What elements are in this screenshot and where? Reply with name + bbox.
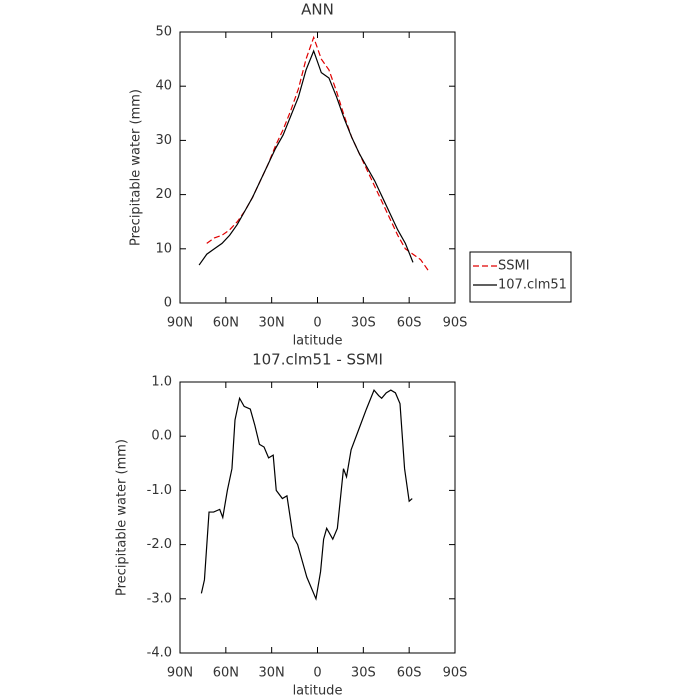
chart-title: 107.clm51 - SSMI	[252, 351, 383, 369]
x-axis-label: latitude	[293, 334, 343, 349]
legend-label: 107.clm51	[498, 278, 567, 293]
y-tick-label: 20	[155, 187, 172, 202]
x-tick-label: 60N	[213, 316, 239, 331]
x-tick-label: 90N	[167, 316, 193, 331]
y-tick-label: -4.0	[147, 646, 172, 661]
y-tick-label: 50	[155, 25, 172, 40]
x-tick-label: 90S	[443, 316, 468, 331]
y-tick-label: 40	[155, 79, 172, 94]
legend-box	[469, 251, 572, 303]
legend-label: SSMI	[498, 259, 530, 274]
x-tick-label: 30N	[259, 316, 285, 331]
y-tick-label: 1.0	[151, 375, 172, 390]
x-tick-label: 0	[313, 316, 321, 331]
plot-frame	[179, 31, 456, 304]
y-tick-label: -1.0	[147, 483, 172, 498]
x-tick-label: 0	[313, 666, 321, 681]
y-tick-label: 0.0	[151, 429, 172, 444]
x-tick-label: 30N	[259, 666, 285, 681]
x-tick-label: 60S	[397, 666, 422, 681]
y-axis-label: Precipitable water (mm)	[115, 439, 130, 596]
data-line	[200, 388, 413, 601]
chart-title: ANN	[301, 1, 334, 19]
y-axis-label: Precipitable water (mm)	[129, 89, 144, 246]
x-tick-label: 90S	[443, 666, 468, 681]
x-tick-label: 60N	[213, 666, 239, 681]
x-axis-label: latitude	[293, 684, 343, 699]
x-tick-label: 90N	[167, 666, 193, 681]
x-tick-label: 60S	[397, 316, 422, 331]
y-tick-label: 10	[155, 241, 172, 256]
data-line	[206, 35, 429, 271]
plot-frame	[179, 381, 456, 654]
data-line	[198, 49, 414, 266]
y-tick-label: -2.0	[147, 537, 172, 552]
y-tick-label: -3.0	[147, 591, 172, 606]
x-tick-label: 30S	[351, 666, 376, 681]
y-tick-label: 30	[155, 133, 172, 148]
y-tick-label: 0	[164, 296, 172, 311]
x-tick-label: 30S	[351, 316, 376, 331]
legend: SSMI 107.clm51	[469, 251, 572, 303]
